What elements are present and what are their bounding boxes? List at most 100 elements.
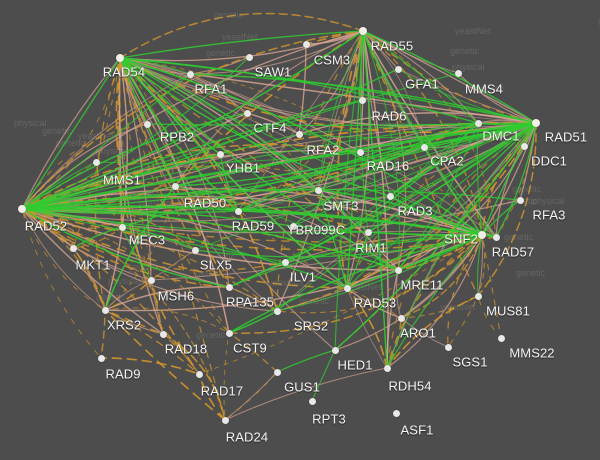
node-dmc1[interactable]: [474, 119, 482, 127]
edge-physical: [334, 122, 537, 351]
node-sgs1[interactable]: [444, 343, 452, 351]
node-ilv1[interactable]: [281, 258, 289, 266]
edge-genetic: [174, 185, 399, 271]
node-rpb2[interactable]: [143, 120, 151, 128]
edge-yeastNet: [481, 122, 537, 236]
edge-genetic: [198, 373, 226, 421]
node-yhb1[interactable]: [216, 150, 224, 158]
edge-physical: [194, 122, 537, 251]
node-xrs2[interactable]: [101, 306, 109, 314]
node-rad59[interactable]: [234, 207, 242, 215]
node-mre11[interactable]: [394, 266, 402, 274]
node-rad24[interactable]: [221, 416, 229, 424]
node-slx5[interactable]: [191, 246, 199, 254]
node-rad16[interactable]: [356, 148, 364, 156]
node-snf2[interactable]: [478, 231, 486, 239]
edge-genetic: [119, 57, 239, 212]
node-rad6[interactable]: [358, 96, 366, 104]
node-ctf4[interactable]: [243, 109, 251, 117]
edge-physical: [228, 234, 483, 334]
node-rad57[interactable]: [492, 233, 500, 241]
node-rfa3[interactable]: [516, 196, 524, 204]
node-rad55[interactable]: [359, 27, 367, 35]
edge-physical: [292, 122, 537, 227]
edge-genetic: [228, 234, 483, 334]
node-aro1[interactable]: [397, 314, 405, 322]
node-rad18[interactable]: [159, 330, 167, 338]
node-rad51[interactable]: [532, 119, 540, 127]
edge-genetic: [162, 333, 226, 421]
edge-physical: [21, 208, 294, 227]
edge-genetic: [21, 208, 497, 251]
node-rad9[interactable]: [97, 354, 105, 362]
edge-genetic: [104, 185, 176, 311]
edge-physical: [292, 225, 483, 236]
edge-genetic: [317, 30, 364, 191]
node-ybr099c[interactable]: [289, 222, 297, 230]
edge-yeastNet: [457, 72, 537, 124]
node-rfa2[interactable]: [295, 130, 303, 138]
edge-yeastNet: [477, 234, 484, 297]
edge-physical: [21, 122, 537, 210]
edge-physical: [21, 208, 369, 234]
edge-yeastNet: [305, 30, 364, 45]
node-saw1[interactable]: [245, 53, 253, 61]
node-rad17[interactable]: [195, 370, 203, 378]
node-cst9[interactable]: [225, 329, 233, 337]
node-rfa1[interactable]: [186, 70, 194, 78]
edge-physical: [121, 226, 196, 251]
node-rad53[interactable]: [343, 284, 351, 292]
edge-yeastNet: [104, 279, 152, 311]
edge-genetic: [119, 12, 364, 59]
node-rpt3[interactable]: [308, 397, 316, 405]
node-rad54[interactable]: [116, 54, 124, 62]
edge-physical: [298, 122, 479, 135]
edge-physical: [311, 349, 336, 402]
node-csm3[interactable]: [302, 40, 310, 48]
edge-yeastNet: [119, 30, 364, 62]
edge-physical: [146, 122, 537, 126]
edge-physical: [346, 231, 369, 289]
node-mec3[interactable]: [118, 223, 126, 231]
node-hed1[interactable]: [331, 346, 339, 354]
node-mms22[interactable]: [497, 334, 505, 342]
edge-genetic: [21, 208, 230, 288]
node-mus81[interactable]: [474, 292, 482, 300]
edge-genetic: [104, 309, 200, 375]
edge-genetic: [336, 30, 364, 289]
edge-yeastNet: [361, 99, 537, 124]
node-gfa1[interactable]: [394, 65, 402, 73]
edge-yeastNet: [386, 234, 483, 369]
node-rdh54[interactable]: [383, 364, 391, 372]
edge-physical: [476, 234, 483, 297]
node-rpa135[interactable]: [225, 283, 233, 291]
node-srs2[interactable]: [273, 307, 281, 315]
edge-genetic: [276, 30, 364, 312]
node-mkt1[interactable]: [69, 244, 77, 252]
edge-yeastNet: [362, 30, 389, 369]
edge-physical: [174, 185, 399, 271]
edge-physical: [119, 57, 191, 75]
node-msh6[interactable]: [147, 276, 155, 284]
edge-genetic: [21, 208, 286, 272]
edge-physical: [104, 185, 176, 311]
node-mms4[interactable]: [454, 69, 462, 77]
node-mms1[interactable]: [92, 158, 100, 166]
node-rim1[interactable]: [364, 228, 372, 236]
edge-physical: [21, 146, 425, 210]
node-rad50[interactable]: [171, 182, 179, 190]
node-rad3[interactable]: [386, 192, 394, 200]
node-ddc1[interactable]: [520, 142, 528, 150]
node-smt3[interactable]: [314, 186, 322, 194]
edge-physical: [397, 68, 537, 124]
node-asf1[interactable]: [392, 409, 400, 417]
edge-yeastNet: [189, 30, 364, 75]
edge-physical: [228, 234, 483, 288]
node-cpa2[interactable]: [420, 143, 428, 151]
node-rad52[interactable]: [18, 205, 26, 213]
edge-physical: [119, 57, 391, 197]
edge-genetic: [104, 309, 164, 335]
edge-genetic: [150, 249, 196, 281]
node-gus1[interactable]: [273, 368, 281, 376]
